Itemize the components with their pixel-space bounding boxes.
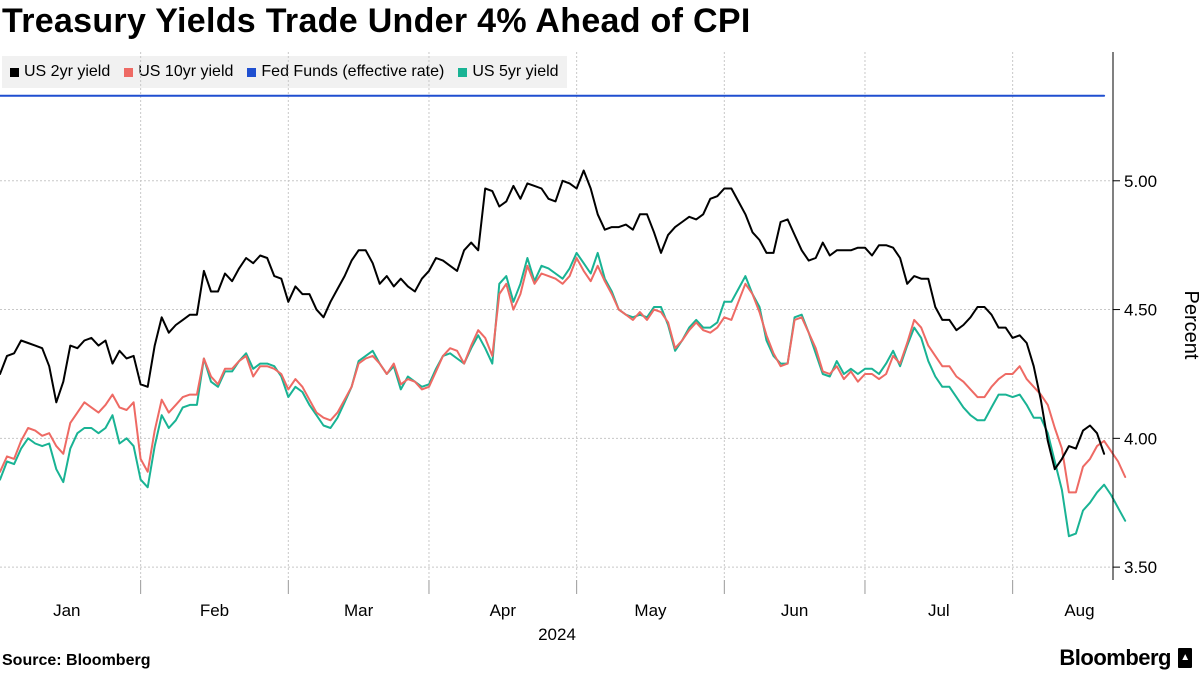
legend-swatch-us-5yr bbox=[458, 67, 468, 77]
x-tick-label: Mar bbox=[344, 601, 374, 620]
legend-label-us-10yr: US 10yr yield bbox=[138, 63, 234, 80]
x-tick-label: Jan bbox=[53, 601, 80, 620]
x-tick-label: Jul bbox=[928, 601, 950, 620]
series-line-us10y bbox=[0, 257, 1127, 494]
x-tick-label: Aug bbox=[1064, 601, 1094, 620]
legend-label-us-5yr: US 5yr yield bbox=[472, 63, 559, 80]
x-tick-label: Jun bbox=[781, 601, 808, 620]
legend-label-us-2yr: US 2yr yield bbox=[24, 63, 111, 80]
axis-layer: 3.50 4.00 4.50 5.00 Jan Feb Mar Apr May Jun Jul Aug bbox=[53, 52, 1157, 620]
legend-item-us-2yr[interactable]: US 2yr yield bbox=[10, 63, 110, 81]
legend-label-fed-funds: Fed Funds (effective rate) bbox=[261, 63, 445, 80]
source-note: Source: Bloomberg bbox=[2, 652, 151, 669]
legend-swatch-fed-funds bbox=[247, 67, 257, 77]
y-tick-label: 5.00 bbox=[1124, 172, 1157, 191]
x-axis-year-label: 2024 bbox=[538, 625, 576, 644]
legend-swatch-us-10yr bbox=[124, 67, 134, 77]
x-tick-label: Feb bbox=[200, 601, 229, 620]
y-axis-title: Percent bbox=[1180, 291, 1200, 360]
legend-item-us-10yr[interactable]: US 10yr yield bbox=[124, 63, 233, 81]
y-tick-label: 3.50 bbox=[1124, 558, 1157, 577]
bloomberg-terminal-icon: ▲ bbox=[1178, 648, 1192, 668]
y-tick-label: 4.50 bbox=[1124, 301, 1157, 320]
x-tick-label: May bbox=[634, 601, 667, 620]
chart-title: Treasury Yields Trade Under 4% Ahead of … bbox=[2, 2, 751, 40]
legend-item-us-5yr[interactable]: US 5yr yield bbox=[458, 63, 559, 81]
bloomberg-logo: Bloomberg ▲ bbox=[1059, 645, 1192, 671]
grid-layer bbox=[0, 52, 1113, 580]
brand-text: Bloomberg bbox=[1059, 645, 1171, 670]
x-tick-label: Apr bbox=[490, 601, 517, 620]
legend-swatch-us-2yr bbox=[10, 67, 19, 77]
chart-legend: US 2yr yield US 10yr yield Fed Funds (ef… bbox=[2, 56, 567, 88]
series-layer bbox=[0, 94, 1127, 538]
series-line-us5y bbox=[0, 251, 1127, 538]
series-line-us2y bbox=[0, 169, 1106, 471]
y-tick-label: 4.00 bbox=[1124, 429, 1157, 448]
legend-item-fed-funds[interactable]: Fed Funds (effective rate) bbox=[247, 63, 444, 81]
